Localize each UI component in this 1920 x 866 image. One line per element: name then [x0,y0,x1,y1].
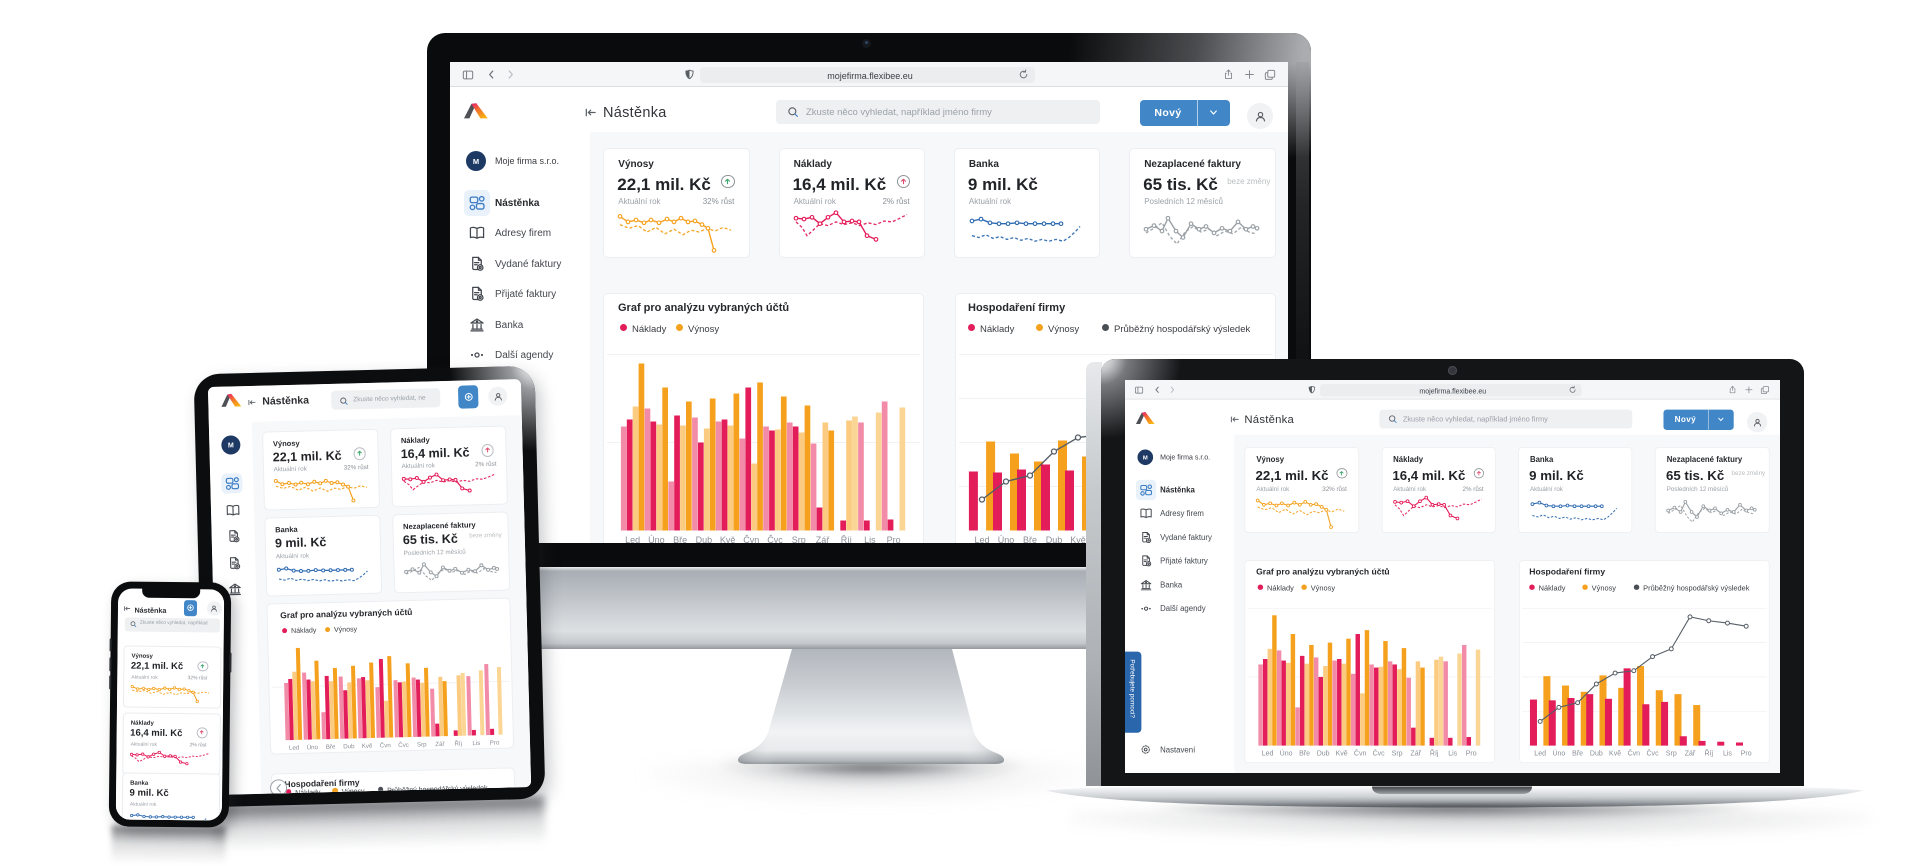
svg-text:Led: Led [289,744,300,751]
svg-text:Srp: Srp [1665,750,1676,757]
svg-text:Bře: Bře [1022,535,1036,544]
svg-text:Led: Led [1261,750,1273,757]
svg-text:Úno: Úno [997,535,1014,544]
svg-text:Srp: Srp [416,741,426,748]
svg-text:Úno: Úno [648,535,665,544]
svg-text:Říj: Říj [1430,748,1439,757]
svg-text:Dub: Dub [696,535,713,544]
svg-text:Zář: Zář [1410,750,1421,757]
svg-text:Kvě: Kvě [361,743,372,750]
svg-text:Bře: Bře [325,744,335,751]
svg-text:Dub: Dub [343,743,355,750]
svg-text:Kvě: Kvě [1070,535,1086,544]
svg-text:Říj: Říj [1704,748,1713,757]
svg-text:Pro: Pro [1740,750,1751,757]
svg-text:Úno: Úno [1279,748,1292,757]
svg-text:Bře: Bře [1571,750,1582,757]
svg-text:Čvc: Čvc [398,742,409,749]
svg-text:Lis: Lis [864,535,876,544]
svg-text:Úno: Úno [306,744,318,751]
svg-text:Led: Led [974,535,989,544]
svg-text:Pro: Pro [887,535,901,544]
svg-text:Srp: Srp [792,535,806,544]
svg-text:Srp: Srp [1391,750,1402,757]
svg-text:Led: Led [625,535,640,544]
svg-text:Bře: Bře [1299,750,1310,757]
svg-text:Kvě: Kvě [1335,750,1347,757]
svg-text:Dub: Dub [1045,535,1062,544]
svg-text:Kvě: Kvě [1608,750,1620,757]
svg-text:Zář: Zář [435,741,445,748]
svg-text:Čvn: Čvn [1354,748,1367,757]
svg-text:Čvc: Čvc [768,535,784,544]
svg-text:Lis: Lis [472,740,480,747]
svg-text:Říj: Říj [454,739,462,747]
svg-text:Kvě: Kvě [720,535,736,544]
svg-text:Dub: Dub [1316,750,1329,757]
svg-text:Čvc: Čvc [1372,748,1385,757]
svg-text:Čvn: Čvn [744,535,760,544]
svg-text:Čvc: Čvc [1646,748,1659,757]
svg-text:Říj: Říj [841,535,852,544]
svg-text:Pro: Pro [489,739,499,746]
svg-text:Zář: Zář [1684,750,1695,757]
svg-text:Dub: Dub [1589,750,1602,757]
svg-text:Čvn: Čvn [379,742,391,749]
svg-text:Led: Led [1533,750,1545,757]
svg-text:Zář: Zář [816,535,831,544]
svg-text:Lis: Lis [1722,750,1731,757]
svg-text:Lis: Lis [1448,750,1457,757]
svg-text:Pro: Pro [1465,750,1476,757]
svg-text:Čvn: Čvn [1627,748,1640,757]
svg-text:Bře: Bře [673,535,687,544]
svg-text:Úno: Úno [1552,748,1565,757]
